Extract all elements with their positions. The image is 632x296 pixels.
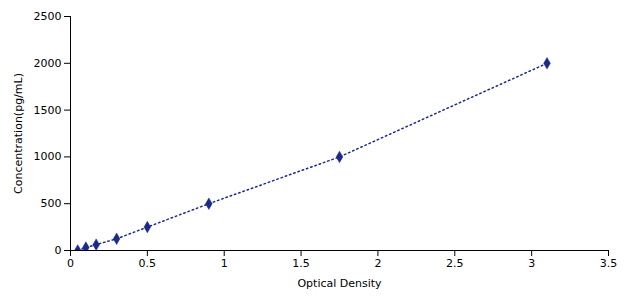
svg-text:2: 2 bbox=[374, 257, 381, 270]
svg-text:0.5: 0.5 bbox=[139, 257, 157, 270]
svg-text:2500: 2500 bbox=[34, 10, 62, 23]
svg-text:3: 3 bbox=[528, 257, 535, 270]
svg-text:Optical Density: Optical Density bbox=[297, 277, 382, 290]
svg-text:1000: 1000 bbox=[34, 150, 62, 163]
svg-text:1.5: 1.5 bbox=[292, 257, 310, 270]
svg-text:500: 500 bbox=[41, 197, 62, 210]
svg-text:0: 0 bbox=[67, 257, 74, 270]
svg-text:2000: 2000 bbox=[34, 57, 62, 70]
svg-text:1: 1 bbox=[221, 257, 228, 270]
svg-text:1500: 1500 bbox=[34, 104, 62, 117]
svg-text:3.5: 3.5 bbox=[600, 257, 618, 270]
svg-text:0: 0 bbox=[55, 244, 62, 257]
svg-text:2.5: 2.5 bbox=[446, 257, 464, 270]
svg-text:Concentration(pg/mL): Concentration(pg/mL) bbox=[12, 73, 25, 194]
